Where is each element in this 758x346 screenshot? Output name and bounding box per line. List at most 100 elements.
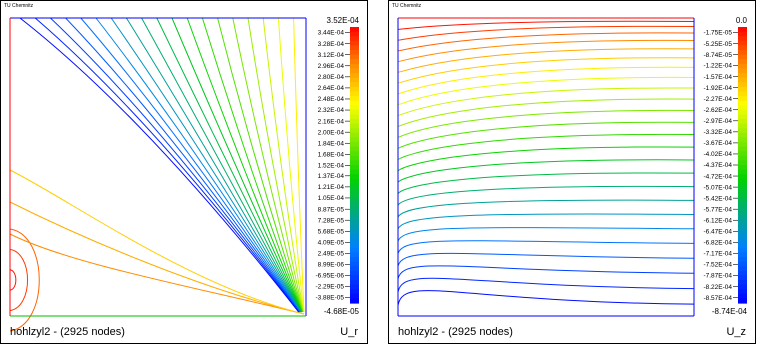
ur-panel-frame [0,0,368,344]
uz-colorbar-level-label: -4.37E-04 [703,162,732,169]
ur-colorbar-segment [350,151,359,157]
uz-colorbar-segment [738,142,747,148]
uz-colorbar-segment [738,96,747,102]
uz-colorbar-segment [738,40,747,46]
uz-colorbar-segment [738,105,747,111]
ur-colorbar-segment [350,165,359,171]
ur-colorbar-segment [350,252,359,258]
ur-colorbar-segment [350,119,359,125]
ur-colorbar-segment [350,183,359,189]
uz-contour-line [397,57,695,84]
ur-institution-label: TU Chemnitz [4,3,34,9]
ur-colorbar-level-label: 3.28E-04 [318,41,345,48]
ur-colorbar-segment [350,284,359,290]
ur-colorbar-segment [350,100,359,106]
ur-colorbar-segment [350,155,359,161]
uz-colorbar-segment [738,224,747,230]
uz-colorbar-level-label: -4.72E-04 [703,173,732,180]
ur-colorbar-segment [350,257,359,263]
ur-colorbar-segment [350,206,359,212]
uz-colorbar-segment [738,82,747,88]
ur-colorbar-segment [350,40,359,46]
ur-colorbar-segment [350,174,359,180]
ur-contour-line [9,201,305,315]
uz-colorbar-level-label: -4.02E-04 [703,151,732,158]
ur-colorbar-segment [350,45,359,51]
uz-colorbar-segment [738,178,747,184]
uz-colorbar-level-label: -8.74E-05 [703,52,732,59]
ur-colorbar-segment [350,266,359,272]
ur-colorbar-level-label: 8.87E-05 [318,206,345,213]
uz-colorbar-segment [738,169,747,175]
ur-colorbar-segment [350,77,359,83]
uz-colorbar-segment [738,137,747,143]
uz-contour-plot: 0.0 -8.74E-04 -1.75E-05 -5.25E-05 -8.74E-05 -… [397,16,748,317]
ur-colorbar-level-label: 4.09E-05 [318,240,345,247]
uz-colorbar-segment [738,229,747,235]
ur-colorbar-level-label: 2.16E-04 [318,118,345,125]
ur-contour-line [80,17,301,313]
uz-colorbar-segment [738,197,747,203]
ur-colorbar-segment [350,36,359,42]
uz-colorbar-segment [738,188,747,194]
uz-panel-frame [388,0,756,344]
ur-contour-line [65,17,300,313]
ur-colorbar-segment [350,31,359,37]
uz-contour-line [397,66,695,95]
uz-colorbar-segment [738,266,747,272]
uz-colorbar-level-label: -5.25E-05 [703,41,732,48]
ur-colorbar-segment [350,96,359,102]
ur-colorbar-segment [350,275,359,281]
uz-contour-line [397,213,695,230]
ur-colorbar-level-label: 2.00E-04 [318,129,345,136]
ur-colorbar-segment [350,123,359,129]
uz-contour-line [397,39,695,63]
uz-colorbar-segment [738,275,747,281]
ur-colorbar-segment [350,54,359,60]
uz-colorbar-segment [738,73,747,79]
ur-colorbar-segment [350,238,359,244]
uz-colorbar-level-label: -7.87E-04 [703,273,732,280]
uz-colorbar-level-label: -1.57E-04 [703,74,732,81]
uz-colorbar-segment [738,91,747,97]
ur-colorbar-segment [350,63,359,69]
ur-contour-line [232,17,304,313]
uz-contour-line [397,25,695,41]
ur-panel: TU Chemnitz 3.52E-04 -4.68E-05 3.44E-04 3.2… [0,0,370,346]
uz-colorbar-segment [738,146,747,152]
ur-colorbar-segment [350,169,359,175]
ur-colorbar-segment [350,280,359,286]
uz-colorbar-level-label: -5.42E-04 [703,195,732,202]
ur-colorbar-level-label: 5.68E-05 [318,229,345,236]
uz-colorbar-level-label: -1.92E-04 [703,85,732,92]
ur-colorbar-segment [350,59,359,65]
uz-colorbar-level-label: -5.77E-04 [703,206,732,213]
ur-contour-line [201,17,303,313]
ur-colorbar-level-label: 1.05E-04 [318,195,345,202]
ur-colorbar-segment [350,132,359,138]
ur-contour-line [50,17,300,313]
ur-colorbar-level-label: 2.49E-05 [318,251,345,258]
uz-colorbar-segment [738,100,747,106]
uz-colorbar-level-label: -8.57E-04 [703,295,732,302]
uz-colorbar-segment [738,45,747,51]
uz-colorbar-segment [738,243,747,249]
ur-colorbar-level-label: 2.64E-04 [318,85,345,92]
ur-colorbar-segment [350,188,359,194]
ur-contour-line [293,17,305,313]
uz-colorbar-segment [738,234,747,240]
ur-colorbar-segment [350,27,359,33]
uz-colorbar-segment [738,257,747,263]
ur-contour-line [110,17,301,313]
ur-colorbar-level-label: 1.37E-04 [318,173,345,180]
uz-colorbar-level-label: -2.97E-04 [703,118,732,125]
uz-colorbar-segment [738,86,747,92]
uz-colorbar-segment [738,119,747,125]
ur-colorbar-segment [350,247,359,253]
ur-colorbar-segment [350,128,359,134]
uz-colorbar-segment [738,27,747,33]
uz-contour-line [397,121,695,149]
uz-colorbar-min-label: -8.74E-04 [712,307,748,316]
uz-colorbar-segment [738,252,747,258]
uz-colorbar-segment [738,59,747,65]
